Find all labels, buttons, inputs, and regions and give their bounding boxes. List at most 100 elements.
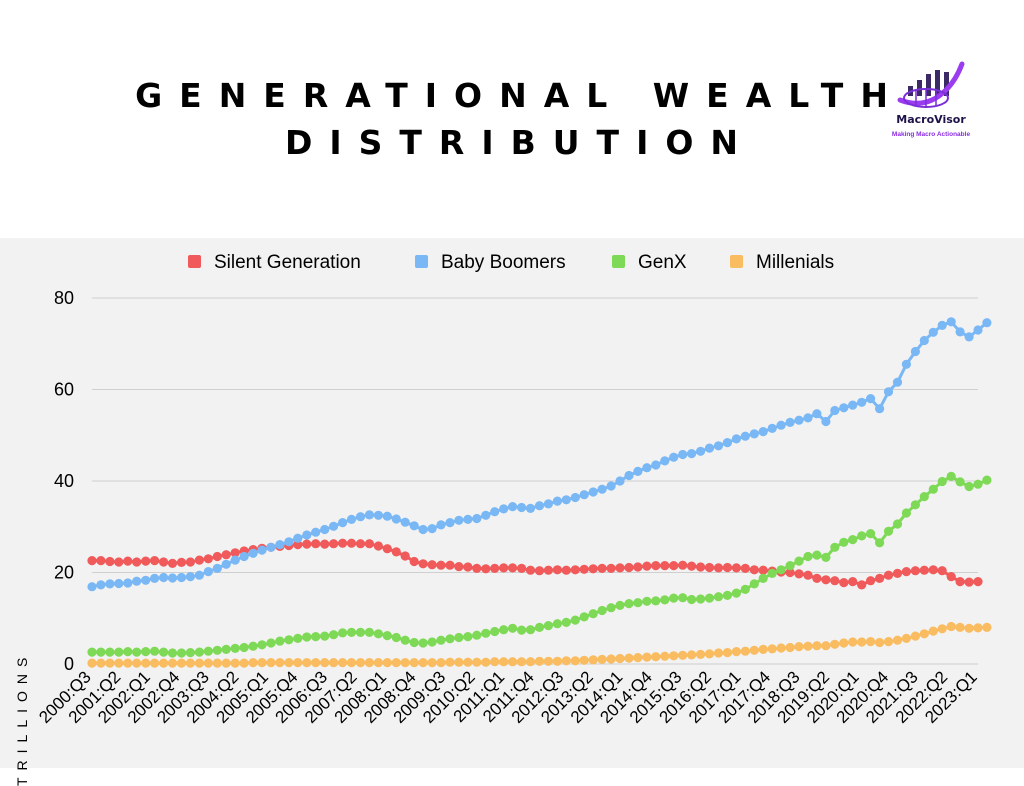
data-point bbox=[740, 646, 750, 656]
data-point bbox=[937, 476, 947, 487]
data-point bbox=[346, 658, 357, 668]
data-point bbox=[230, 643, 240, 653]
data-point bbox=[785, 642, 795, 653]
data-point bbox=[355, 539, 366, 549]
data-point bbox=[302, 539, 312, 549]
data-point bbox=[534, 501, 545, 511]
data-point bbox=[185, 648, 195, 658]
data-point bbox=[463, 632, 473, 642]
data-point bbox=[490, 507, 500, 517]
data-point bbox=[409, 637, 419, 648]
data-point bbox=[633, 466, 643, 476]
data-point bbox=[946, 317, 956, 327]
data-point bbox=[212, 658, 222, 668]
data-point bbox=[767, 423, 777, 433]
data-point bbox=[266, 658, 276, 668]
data-point bbox=[463, 514, 473, 524]
data-point bbox=[105, 556, 115, 567]
y-tick-label: 80 bbox=[54, 288, 74, 308]
data-point bbox=[517, 657, 527, 667]
legend-label: Silent Generation bbox=[214, 252, 361, 273]
data-point bbox=[579, 490, 589, 500]
data-point bbox=[391, 658, 401, 668]
y-tick-label: 20 bbox=[54, 563, 74, 583]
data-point bbox=[293, 633, 303, 643]
data-point bbox=[937, 320, 947, 330]
data-point bbox=[114, 658, 124, 668]
data-point bbox=[749, 429, 759, 439]
data-point bbox=[758, 565, 768, 575]
data-point bbox=[830, 542, 840, 552]
macrovisor-logo: MacroVisor Making Macro Actionable bbox=[886, 60, 976, 144]
data-point bbox=[678, 650, 688, 660]
data-point bbox=[364, 658, 374, 668]
data-point bbox=[123, 658, 133, 668]
data-point bbox=[364, 539, 374, 549]
x-axis: 2000:Q32001:Q22002:Q12002:Q42003:Q32004:… bbox=[35, 667, 981, 727]
data-point bbox=[937, 624, 947, 634]
data-point bbox=[606, 563, 616, 573]
data-point bbox=[857, 531, 867, 541]
data-point bbox=[848, 637, 858, 647]
data-point bbox=[185, 658, 195, 668]
data-point bbox=[105, 647, 115, 657]
data-point bbox=[633, 598, 643, 608]
data-point bbox=[230, 555, 240, 565]
data-point bbox=[615, 476, 625, 486]
data-point bbox=[579, 612, 589, 622]
data-point bbox=[696, 562, 706, 572]
data-point bbox=[132, 658, 142, 668]
data-point bbox=[445, 518, 455, 528]
data-point bbox=[982, 318, 992, 328]
data-point bbox=[418, 638, 428, 648]
data-point bbox=[964, 623, 974, 633]
data-point bbox=[669, 452, 679, 462]
data-point bbox=[490, 626, 500, 637]
data-point bbox=[123, 578, 133, 588]
data-point bbox=[678, 560, 688, 570]
data-point bbox=[651, 460, 661, 470]
logo-tagline: Making Macro Actionable bbox=[891, 131, 971, 138]
data-point bbox=[329, 539, 339, 549]
data-point bbox=[821, 641, 831, 651]
legend-label: GenX bbox=[638, 252, 687, 273]
data-point bbox=[320, 539, 330, 549]
data-point bbox=[472, 630, 482, 640]
data-point bbox=[615, 653, 625, 664]
data-point bbox=[481, 564, 491, 574]
plot-area bbox=[87, 317, 992, 668]
legend-item: Millenials bbox=[730, 252, 834, 273]
data-point bbox=[821, 575, 831, 585]
data-point bbox=[848, 400, 858, 410]
data-point bbox=[105, 579, 115, 589]
data-point bbox=[624, 562, 634, 573]
data-point bbox=[696, 446, 706, 456]
data-point bbox=[875, 637, 885, 648]
data-point bbox=[525, 657, 536, 667]
data-point bbox=[355, 658, 366, 668]
data-point bbox=[713, 563, 724, 573]
data-point bbox=[982, 475, 992, 485]
data-point bbox=[839, 537, 849, 547]
data-point bbox=[311, 632, 321, 642]
data-point bbox=[866, 529, 876, 539]
data-point bbox=[194, 658, 204, 668]
data-point bbox=[517, 502, 527, 513]
data-point bbox=[955, 622, 965, 632]
data-point bbox=[919, 629, 929, 639]
data-point bbox=[606, 654, 616, 664]
data-point bbox=[96, 647, 106, 657]
data-point bbox=[973, 325, 983, 335]
data-point bbox=[436, 658, 446, 668]
data-point bbox=[159, 557, 169, 567]
data-point bbox=[320, 631, 330, 641]
data-point bbox=[436, 560, 446, 570]
data-point bbox=[391, 632, 401, 643]
data-point bbox=[919, 335, 929, 346]
data-point bbox=[973, 623, 983, 633]
data-point bbox=[597, 484, 607, 494]
data-point bbox=[176, 648, 187, 658]
data-point bbox=[651, 561, 661, 571]
data-point bbox=[507, 657, 518, 667]
data-point bbox=[150, 658, 160, 668]
